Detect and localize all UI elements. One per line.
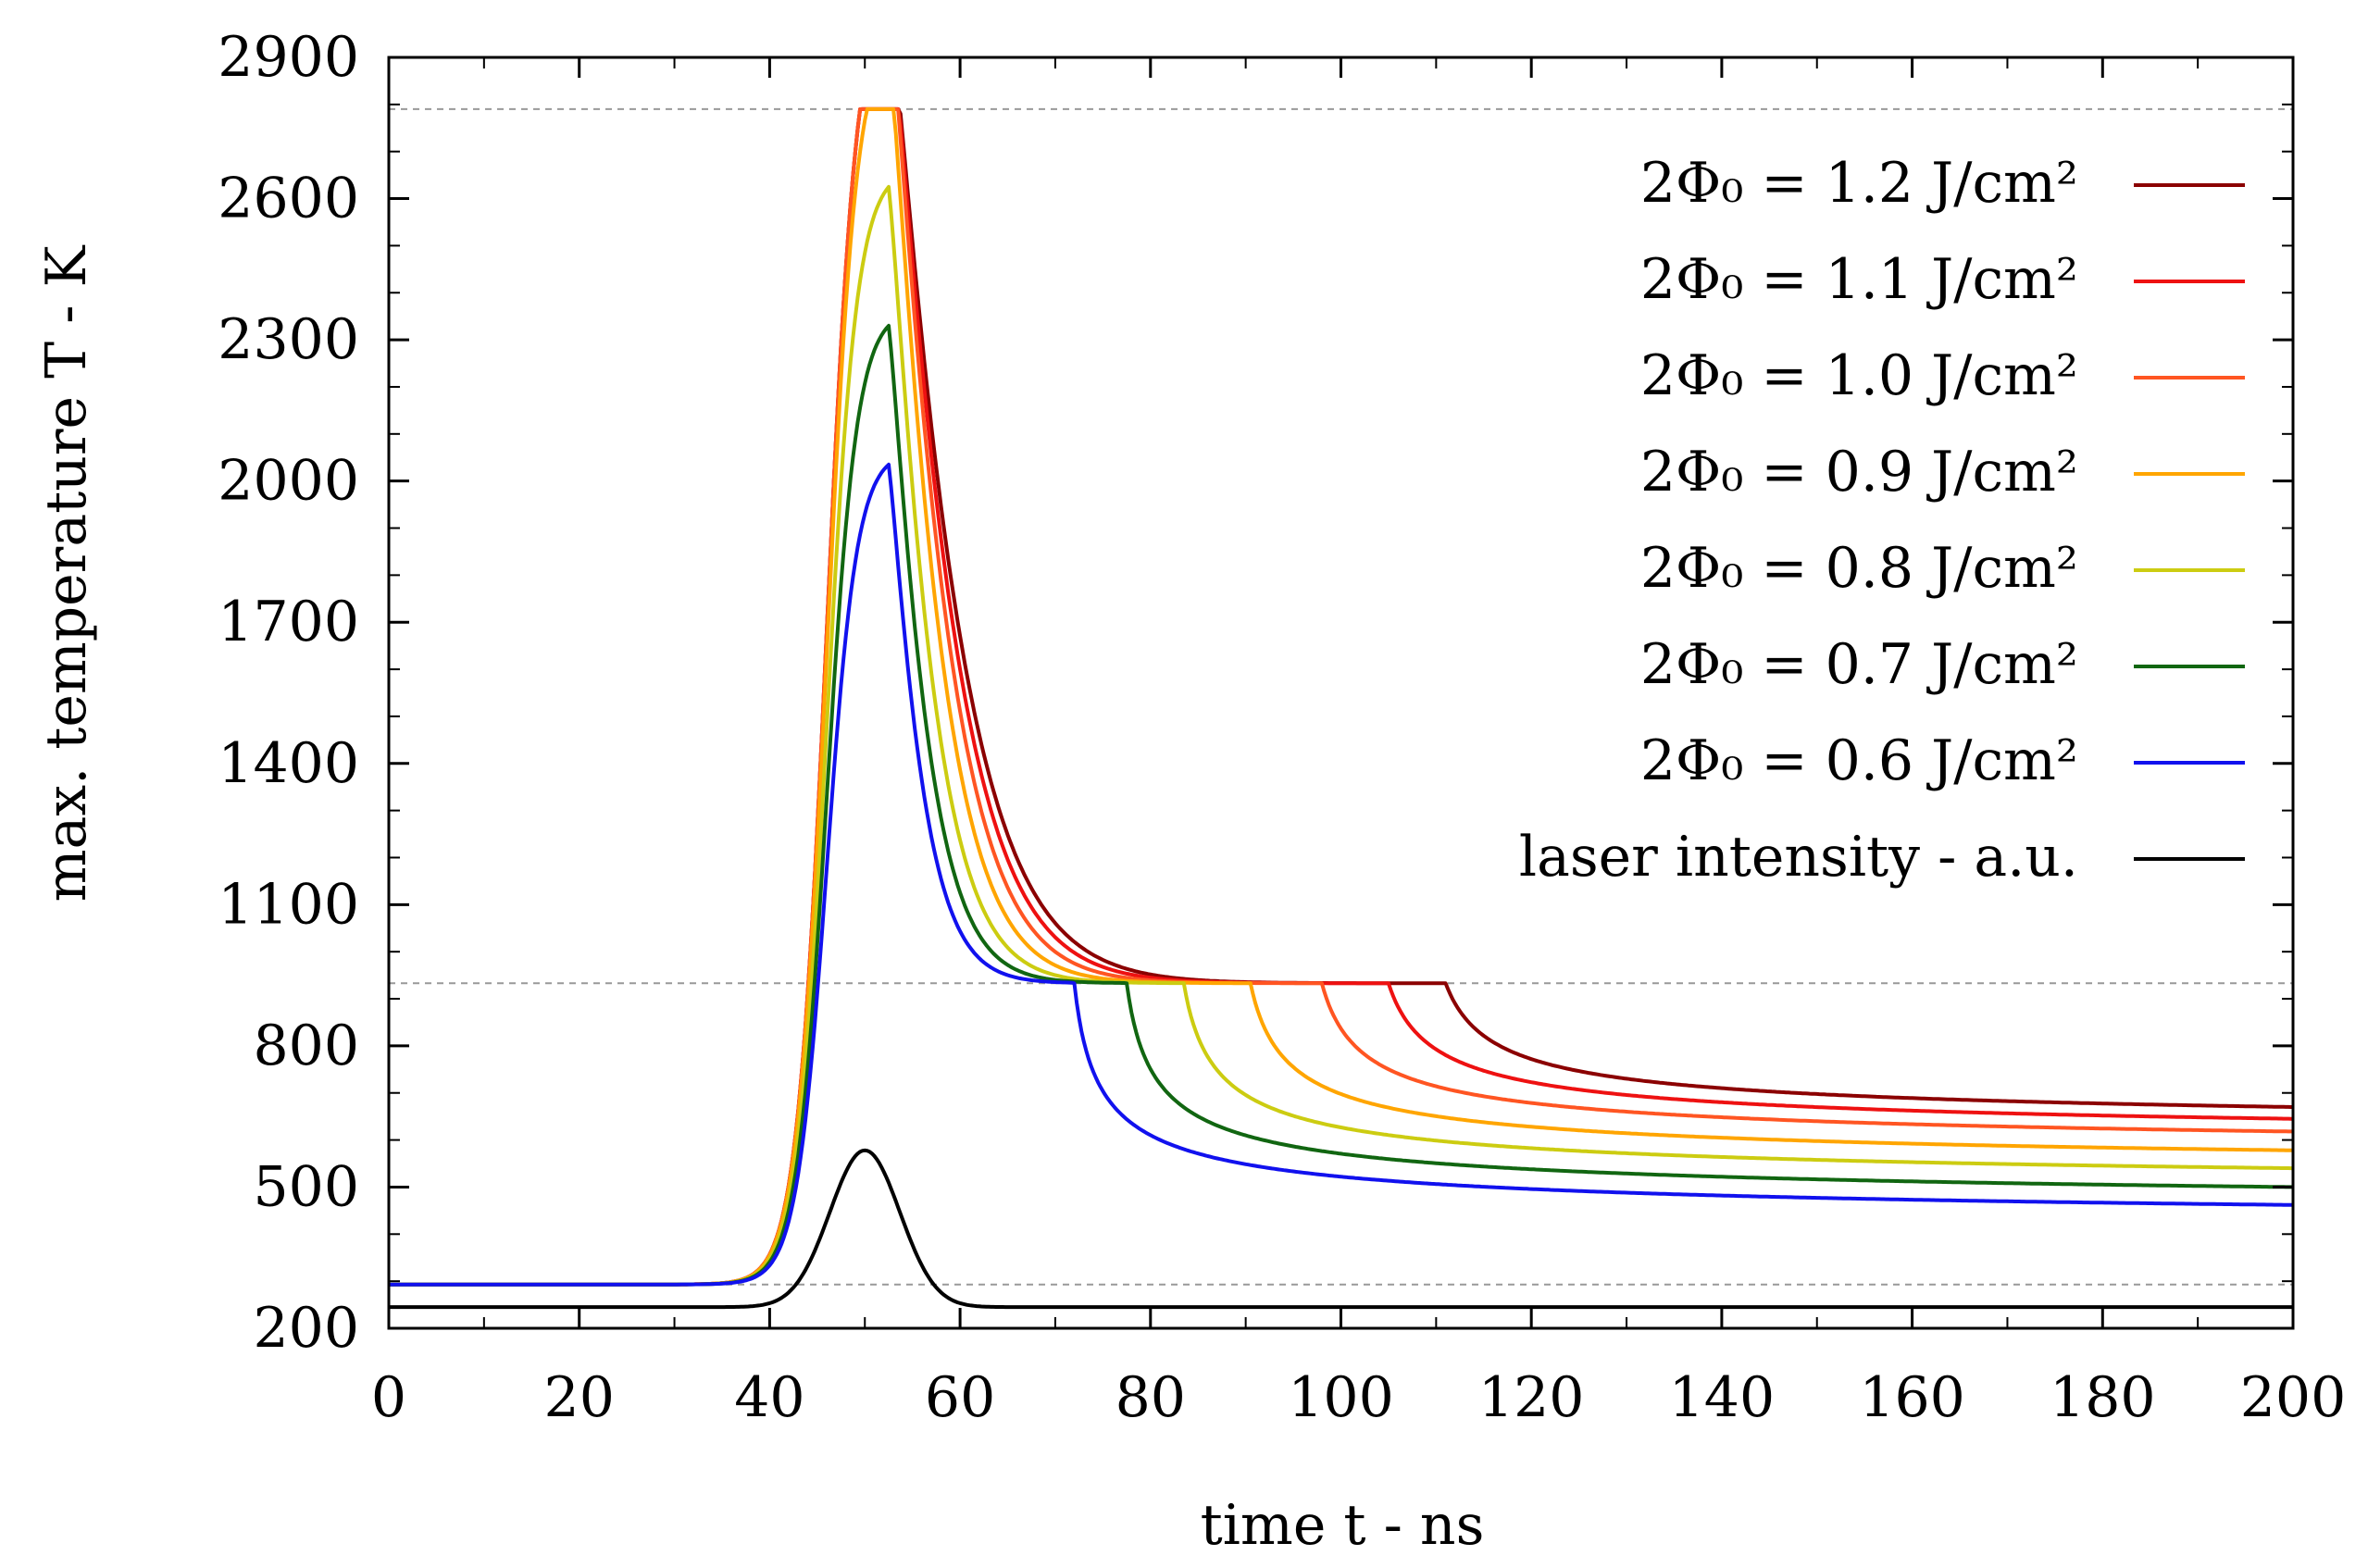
x-tick-label: 100: [1288, 1365, 1394, 1430]
legend-label-5: 2Φ₀ = 0.8 J/cm²: [1640, 536, 2078, 601]
y-tick-label: 500: [253, 1154, 359, 1219]
series-line-8: [389, 1148, 2293, 1310]
y-tick-labels: 200 500 800 1100 1400 1700 2000 2300 2600 2900: [218, 25, 359, 1361]
x-tick-label: 200: [2240, 1365, 2347, 1430]
x-tick-label: 60: [925, 1365, 995, 1430]
legend-label-4: 2Φ₀ = 0.9 J/cm²: [1640, 440, 2078, 504]
y-tick-label: 200: [253, 1296, 359, 1361]
legend-label-8: laser intensity - a.u.: [1519, 825, 2078, 890]
legend: 2Φ₀ = 1.2 J/cm² 2Φ₀ = 1.1 J/cm² 2Φ₀ = 1.0 …: [1519, 151, 2245, 890]
y-axis-label: max. temperature T - K: [34, 244, 99, 902]
x-tick-label: 40: [734, 1365, 804, 1430]
series-lines: [389, 106, 2294, 1310]
legend-label-1: 2Φ₀ = 1.2 J/cm²: [1640, 151, 2078, 216]
y-tick-label: 1700: [218, 590, 359, 654]
y-tick-label: 800: [253, 1014, 359, 1078]
y-tick-label: 1400: [218, 731, 359, 796]
x-tick-label: 180: [2050, 1365, 2156, 1430]
y-tick-label: 2000: [218, 449, 359, 514]
y-tick-label: 1100: [218, 872, 359, 937]
x-tick-label: 20: [544, 1365, 615, 1430]
legend-label-6: 2Φ₀ = 0.7 J/cm²: [1640, 632, 2078, 697]
axis-ticks: [387, 56, 2295, 1330]
x-tick-labels: 0 20 40 60 80 100 120 140 160 180 200: [371, 1365, 2346, 1430]
y-tick-label: 2300: [218, 307, 359, 372]
x-axis-label: time t - ns: [1201, 1493, 1485, 1558]
legend-label-2: 2Φ₀ = 1.1 J/cm²: [1640, 247, 2078, 312]
x-tick-label: 120: [1478, 1365, 1585, 1430]
x-tick-label: 160: [1859, 1365, 1965, 1430]
series-line-7: [389, 462, 2294, 1287]
legend-label-7: 2Φ₀ = 0.6 J/cm²: [1640, 728, 2078, 793]
legend-label-3: 2Φ₀ = 1.0 J/cm²: [1640, 343, 2078, 408]
y-tick-label: 2900: [218, 25, 359, 90]
x-tick-label: 0: [371, 1365, 406, 1430]
x-tick-label: 140: [1669, 1365, 1776, 1430]
y-tick-label: 2600: [218, 167, 359, 231]
x-tick-label: 80: [1115, 1365, 1186, 1430]
